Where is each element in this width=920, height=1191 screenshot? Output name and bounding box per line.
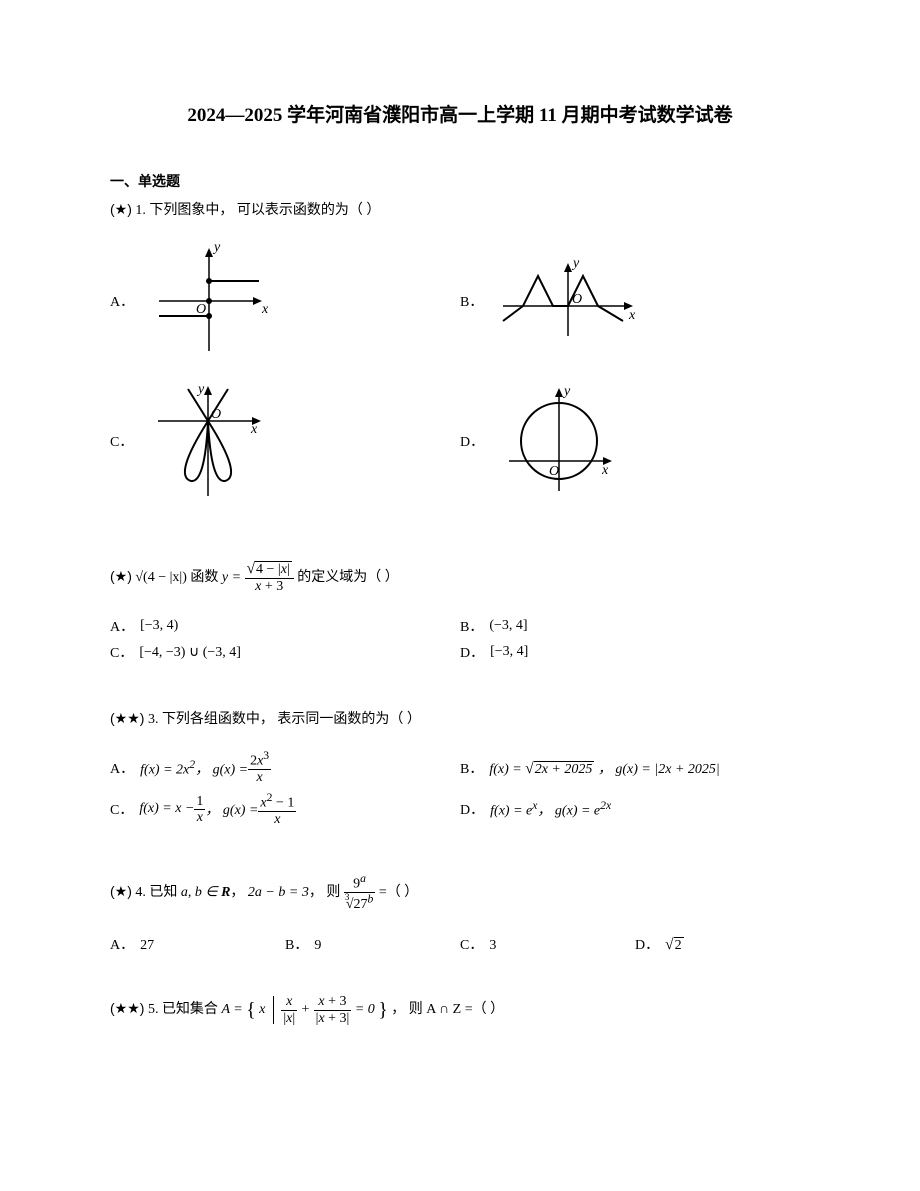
svg-text:y: y (196, 382, 205, 397)
graph-a-icon: O x y (144, 241, 274, 361)
svg-text:x: x (628, 308, 636, 323)
q4-opt-a: A．27 (110, 934, 285, 954)
q2-opt-a: A．[−3, 4) (110, 616, 460, 636)
q4-opt-b: B．9 (285, 934, 460, 954)
q2-text: (★) √(4 − |x|) 函数 y = √4 − |x| x + 3 的定义… (110, 561, 810, 594)
question-1: (★) 1. 下列图象中， 可以表示函数的为（ ） A． O x y B (110, 199, 810, 521)
q3-opt-a: A． f(x) = 2x2， g(x) = 2x3x (110, 750, 460, 785)
q1-text: (★) 1. 下列图象中， 可以表示函数的为（ ） (110, 199, 810, 219)
question-4: (★) 4. 已知 a, b ∈ R， 2a − b = 3， 则 9a 3√2… (110, 873, 810, 954)
q3-options: A． f(x) = 2x2， g(x) = 2x3x B． f(x) = √2x… (110, 750, 810, 833)
svg-text:O: O (549, 464, 559, 479)
q3-opt-b: B． f(x) = √2x + 2025 ， g(x) = |2x + 2025… (460, 750, 810, 785)
svg-text:O: O (196, 302, 206, 317)
question-5: (★★) 5. 已知集合 A = { x x|x| + x + 3|x + 3|… (110, 994, 810, 1026)
q1-opt-d: D． O x y (460, 381, 810, 501)
q2-formula: y = (222, 570, 245, 585)
q3-opt-c: C． f(x) = x − 1x ， g(x) = x2 − 1x (110, 792, 460, 827)
graph-d-icon: O x y (494, 381, 624, 501)
q5-text: (★★) 5. 已知集合 A = { x x|x| + x + 3|x + 3|… (110, 994, 810, 1026)
q1-opt-b: B． O x y (460, 241, 810, 361)
q2-opt-b: B．(−3, 4] (460, 616, 810, 636)
svg-text:x: x (250, 422, 258, 437)
svg-text:y: y (212, 240, 221, 255)
q4-opt-d: D．√2 (635, 934, 810, 954)
section-1-header: 一、单选题 (110, 171, 810, 191)
svg-text:x: x (601, 463, 609, 478)
graph-b-icon: O x y (493, 251, 643, 351)
q3-text: (★★) 3. 下列各组函数中， 表示同一函数的为（ ） (110, 708, 810, 728)
svg-text:y: y (562, 384, 571, 399)
q1-opt-a: A． O x y (110, 241, 460, 361)
q1-options: A． O x y B． O (110, 241, 810, 521)
exam-title: 2024—2025 学年河南省濮阳市高一上学期 11 月期中考试数学试卷 (110, 100, 810, 127)
q2-opt-d: D．[−3, 4] (460, 642, 810, 662)
question-2: (★) √(4 − |x|) 函数 y = √4 − |x| x + 3 的定义… (110, 561, 810, 668)
q4-options: A．27 B．9 C．3 D．√2 (110, 934, 810, 954)
graph-c-icon: O x y (143, 381, 273, 501)
q2-opt-c: C．[−4, −3) ∪ (−3, 4] (110, 642, 460, 662)
question-3: (★★) 3. 下列各组函数中， 表示同一函数的为（ ） A． f(x) = 2… (110, 708, 810, 833)
q4-opt-c: C．3 (460, 934, 635, 954)
q4-text: (★) 4. 已知 a, b ∈ R， 2a − b = 3， 则 9a 3√2… (110, 873, 810, 912)
q1-opt-c: C． O x y (110, 381, 460, 501)
svg-text:x: x (261, 302, 269, 317)
q3-opt-d: D． f(x) = ex， g(x) = e2x (460, 792, 810, 827)
q2-options: A．[−3, 4) B．(−3, 4] C．[−4, −3) ∪ (−3, 4]… (110, 616, 810, 668)
svg-text:y: y (571, 256, 580, 271)
